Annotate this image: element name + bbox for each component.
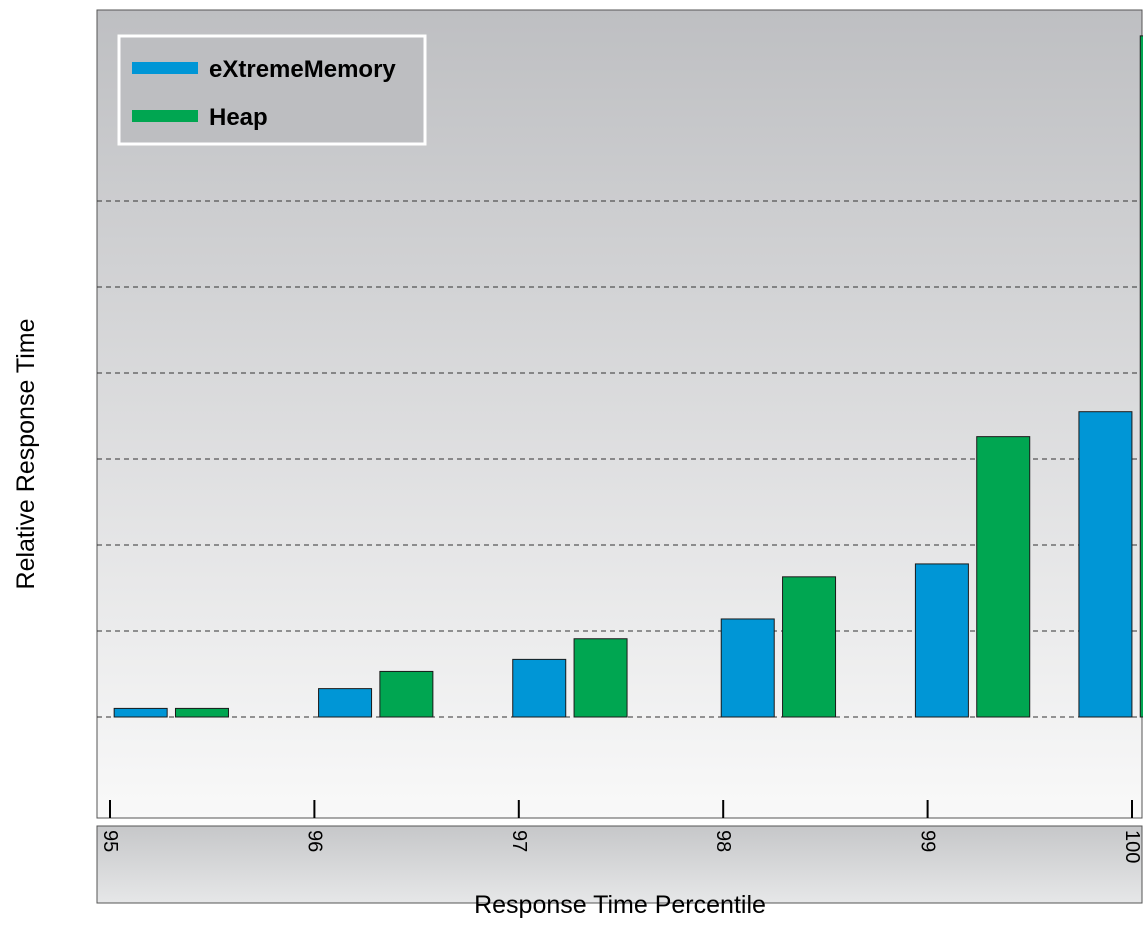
y-axis-title: Relative Response Time: [12, 319, 40, 590]
legend-swatch-heap: [132, 110, 198, 122]
bar-heap-100: [1139, 35, 1143, 718]
bars: [113, 35, 1143, 718]
x-axis-ticks: [109, 800, 1133, 818]
x-tick-label: 96: [303, 830, 325, 852]
bar-heap-95: [174, 707, 229, 718]
bar-heap-97: [573, 638, 628, 718]
x-tick-label: 98: [712, 830, 734, 852]
bar-extrememory-95: [113, 707, 168, 718]
x-tick-label: 99: [917, 830, 939, 852]
x-tick-label: 100: [1121, 830, 1143, 863]
legend: eXtremeMemory Heap: [117, 34, 427, 146]
bar-heap-96: [379, 670, 434, 718]
bar-heap-99: [976, 436, 1031, 718]
bar-extrememory-98: [720, 618, 775, 718]
legend-label-extrememory: eXtremeMemory: [209, 56, 396, 83]
bar-extrememory-99: [914, 563, 969, 718]
x-tick-label: 97: [508, 830, 530, 852]
bar-extrememory-97: [512, 658, 567, 718]
x-tick-labels: 95 96 97 98 99 100: [99, 830, 1143, 863]
x-tick-label: 95: [99, 830, 121, 852]
x-axis-title: Response Time Percentile: [474, 891, 766, 919]
gridlines: [97, 200, 1142, 718]
legend-box: [117, 34, 427, 146]
bar-heap-98: [782, 576, 837, 718]
x-tick-label-band: [96, 825, 1143, 904]
bar-extrememory-96: [318, 688, 373, 718]
bar-extrememory-100: [1078, 411, 1133, 718]
legend-label-heap: Heap: [209, 104, 268, 131]
legend-swatch-extrememory: [132, 62, 198, 74]
